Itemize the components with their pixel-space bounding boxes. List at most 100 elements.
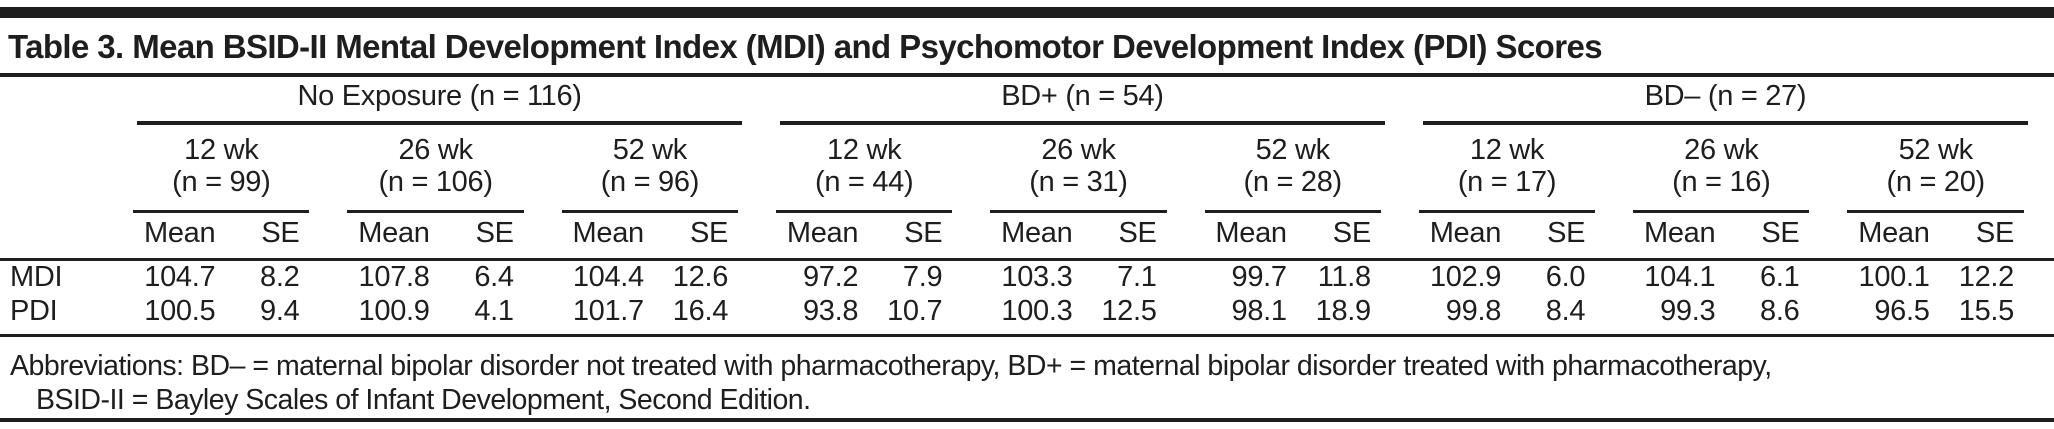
- mean-value-cell: 100.5: [125, 295, 244, 337]
- mean-value-cell: 100.9: [339, 295, 458, 337]
- timepoint-label: 52 wk: [1898, 134, 1974, 166]
- stub-cell: [0, 125, 125, 213]
- table-row: MDI 104.7 8.2 107.8 6.4 104.4 12.6 97.2 7.9 103.3…: [0, 259, 2054, 295]
- timepoint-n: (n = 16): [1672, 166, 1771, 198]
- timepoint-label: 52 wk: [612, 134, 688, 166]
- row-label: MDI: [10, 261, 63, 294]
- mean-header: Mean: [1196, 213, 1315, 261]
- se-header: SE: [1529, 213, 1626, 261]
- stub-cell: [0, 79, 125, 125]
- mean-header: Mean: [1625, 213, 1744, 261]
- mean-header: Mean: [1839, 213, 1958, 261]
- timepoint-label: 26 wk: [398, 134, 473, 166]
- mean-value-cell: 99.7: [1231, 261, 1288, 294]
- timepoint-label: 26 wk: [1684, 134, 1759, 166]
- group-header: BD– (n = 27): [1411, 79, 2054, 125]
- se-value-cell: 12.5: [1100, 295, 1197, 337]
- se-value-cell: 12.6: [672, 261, 729, 294]
- timepoint-n: (n = 44): [814, 166, 914, 198]
- bottom-rule-bar: [0, 418, 2054, 422]
- se-value-cell: 8.4: [1529, 295, 1626, 337]
- mean-value-cell: 104.7: [144, 261, 216, 294]
- timepoint-n: (n = 106): [378, 166, 493, 198]
- mean-se-header-row: Mean SE Mean SE Mean SE Mean SE Mean SE Mean SE Mean…: [0, 213, 2054, 261]
- mean-value-cell: 93.8: [768, 295, 887, 337]
- mean-value-cell: 97.2: [802, 261, 859, 294]
- footnote: Abbreviations: BD– = maternal bipolar di…: [0, 337, 2054, 417]
- se-header: SE: [243, 213, 340, 261]
- top-rule-bar: [0, 7, 2054, 18]
- mean-value-cell: 96.5: [1839, 295, 1958, 337]
- timepoint-label: 12 wk: [827, 134, 902, 166]
- se-value-cell: 12.2: [1958, 261, 2015, 294]
- timepoint-header: 12 wk (n = 17): [1411, 125, 1625, 213]
- se-header: SE: [671, 213, 769, 261]
- timepoint-label: 52 wk: [1255, 134, 1331, 166]
- group-header-row: No Exposure (n = 116) BD+ (n = 54) BD– (n …: [0, 79, 2054, 125]
- mean-value-cell: 104.1: [1644, 261, 1716, 294]
- timepoint-header: 12 wk (n = 44): [768, 125, 982, 213]
- timepoint-header: 26 wk (n = 106): [339, 125, 553, 213]
- row-label: PDI: [0, 295, 126, 337]
- timepoint-header: 52 wk (n = 20): [1839, 125, 2054, 213]
- se-value-cell: 8.6: [1743, 295, 1840, 337]
- timepoint-header: 52 wk (n = 28): [1197, 125, 1411, 213]
- se-value-cell: 11.8: [1317, 261, 1371, 294]
- se-value-cell: 15.5: [1957, 295, 2054, 337]
- mean-value-cell: 104.4: [572, 261, 644, 294]
- se-header: SE: [1957, 213, 2054, 261]
- table-title: Table 3. Mean BSID-II Mental Development…: [0, 18, 2054, 77]
- mean-value-cell: 98.1: [1196, 295, 1315, 337]
- footnote-line-2: BSID-II = Bayley Scales of Infant Develo…: [36, 383, 811, 416]
- se-value-cell: 18.9: [1314, 295, 1411, 337]
- timepoint-n: (n = 31): [1029, 166, 1128, 198]
- stub-cell: [0, 213, 126, 261]
- timepoint-header: 26 wk (n = 16): [1625, 125, 1839, 213]
- mean-header: Mean: [553, 213, 672, 261]
- mean-header: Mean: [125, 213, 244, 261]
- mean-header: Mean: [768, 213, 887, 261]
- timepoint-label: 12 wk: [1469, 134, 1545, 166]
- se-value-cell: 7.1: [1117, 261, 1157, 294]
- mean-value-cell: 101.7: [553, 295, 672, 337]
- se-header: SE: [1743, 213, 1840, 261]
- timepoint-n: (n = 28): [1243, 166, 1343, 198]
- group-header: BD+ (n = 54): [768, 79, 1411, 125]
- top-margin: [0, 0, 2054, 7]
- timepoint-header: 52 wk (n = 96): [554, 125, 768, 213]
- mean-header: Mean: [1410, 213, 1530, 261]
- mean-value-cell: 99.8: [1410, 295, 1530, 337]
- mean-value-cell: 102.9: [1429, 261, 1502, 294]
- se-value-cell: 6.1: [1760, 261, 1800, 294]
- se-value-cell: 16.4: [671, 295, 769, 337]
- timepoint-label: 12 wk: [184, 134, 259, 166]
- se-value-cell: 4.1: [457, 295, 554, 337]
- timepoint-label: 26 wk: [1041, 134, 1116, 166]
- timepoint-header: 26 wk (n = 31): [982, 125, 1196, 213]
- se-header: SE: [886, 213, 983, 261]
- se-value-cell: 7.9: [902, 261, 943, 294]
- table-body: MDI 104.7 8.2 107.8 6.4 104.4 12.6 97.2 7.9 103.3…: [0, 259, 2054, 337]
- mean-header: Mean: [982, 213, 1101, 261]
- group-header: No Exposure (n = 116): [125, 79, 768, 125]
- se-value-cell: 8.2: [260, 261, 300, 294]
- timepoint-header-row: 12 wk (n = 99) 26 wk (n = 106) 52 wk (n = 96)…: [0, 125, 2054, 213]
- se-header: SE: [1314, 213, 1411, 261]
- footnote-line-1: Abbreviations: BD– = maternal bipolar di…: [10, 349, 1772, 382]
- table-header: No Exposure (n = 116) BD+ (n = 54) BD– (n …: [0, 79, 2054, 261]
- timepoint-n: (n = 17): [1457, 166, 1557, 198]
- mean-value-cell: 107.8: [358, 261, 430, 294]
- se-header: SE: [457, 213, 554, 261]
- se-header: SE: [1100, 213, 1197, 261]
- timepoint-n: (n = 99): [172, 166, 271, 198]
- se-value-cell: 9.4: [243, 295, 340, 337]
- se-value-cell: 10.7: [886, 295, 983, 337]
- table-row: PDI 100.5 9.4 100.9 4.1 101.7 16.4 93.8 10.7 100.…: [0, 295, 2054, 337]
- mean-value-cell: 100.1: [1858, 261, 1930, 294]
- mean-value-cell: 103.3: [1001, 261, 1073, 294]
- timepoint-n: (n = 20): [1886, 166, 1986, 198]
- scores-table: No Exposure (n = 116) BD+ (n = 54) BD– (n …: [0, 79, 2054, 337]
- se-value-cell: 6.0: [1545, 261, 1586, 294]
- mean-value-cell: 100.3: [982, 295, 1101, 337]
- timepoint-n: (n = 96): [600, 166, 700, 198]
